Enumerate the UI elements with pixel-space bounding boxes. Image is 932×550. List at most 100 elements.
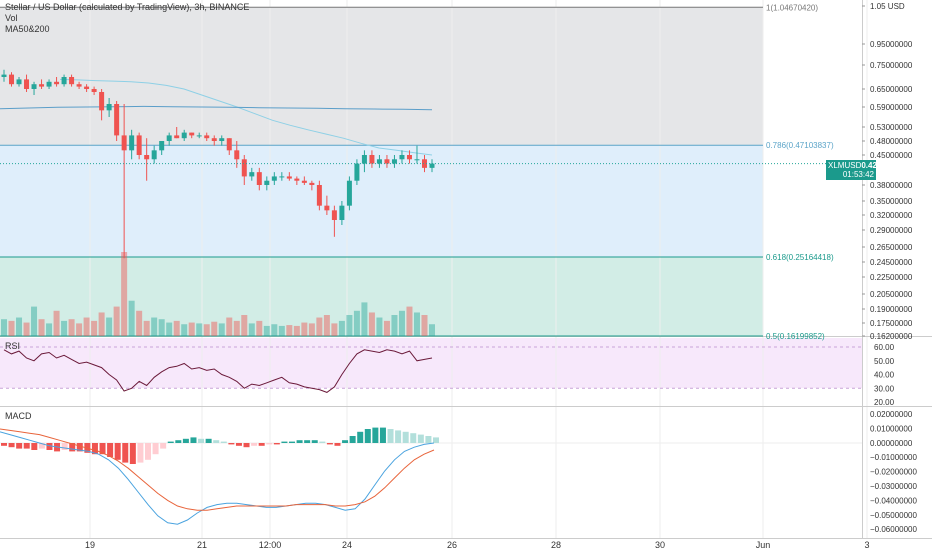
candle <box>421 155 427 173</box>
price-axis-label: 0.95000000 <box>870 40 913 49</box>
candle-body <box>399 155 405 160</box>
macd-histogram-bar <box>137 443 144 463</box>
volume-bar <box>256 320 263 336</box>
candle-body <box>414 159 420 161</box>
candle <box>121 104 127 259</box>
candle <box>324 195 330 215</box>
price-axis[interactable]: 1.05 USD 0.95000000 0.75000000 0.65000000 0.… <box>862 2 917 534</box>
volume-bar <box>368 312 375 336</box>
ma200-line <box>0 105 433 111</box>
volume-bar <box>158 319 165 336</box>
volume-bar <box>353 310 360 336</box>
macd-histogram-bar <box>273 443 280 445</box>
candle <box>414 145 420 164</box>
candle-body <box>189 132 195 136</box>
rsi-band <box>0 338 862 388</box>
candle-body <box>129 135 135 151</box>
macd-histogram-bar <box>91 443 98 455</box>
macd-histogram-bar <box>251 443 258 446</box>
volume-bar <box>46 323 53 336</box>
volume-bar <box>211 321 218 336</box>
candle-body <box>174 135 180 139</box>
volume-bar <box>241 315 248 336</box>
candle <box>69 74 75 87</box>
macd-histogram-bar <box>235 443 242 446</box>
macd-histogram-bar <box>258 443 265 446</box>
last-price-tag: XLMUSD 0.42880259 01:53:42 <box>826 160 904 180</box>
candle <box>76 81 82 89</box>
macd-histogram-bar <box>311 440 318 443</box>
time-axis[interactable]: 19 21 12:00 24 26 28 30 Jun 3 <box>85 540 870 550</box>
candle-body <box>121 135 127 151</box>
candle-body <box>144 155 150 160</box>
macd-histogram-bar <box>69 443 76 452</box>
macd-histogram-bar <box>326 443 333 445</box>
candle <box>189 132 195 139</box>
volume-bar <box>383 320 390 336</box>
candle-body <box>421 159 427 168</box>
volume-bar <box>53 310 60 336</box>
macd-histogram-bar <box>31 443 38 450</box>
macd-histogram-bar <box>160 443 167 449</box>
price-axis-label: 0.65000000 <box>870 85 913 94</box>
candle-body <box>91 89 97 92</box>
volume-bar <box>391 315 398 336</box>
volume-bar <box>233 320 240 336</box>
candle <box>256 167 262 191</box>
candle <box>271 172 277 185</box>
volume-bar <box>248 323 255 336</box>
macd-histogram-bar <box>425 436 432 443</box>
macd-axis-label: −0.02000000 <box>870 468 917 477</box>
price-axis-label: 0.48000000 <box>870 137 913 146</box>
candle-body <box>429 163 435 168</box>
candle-body <box>391 159 397 164</box>
macd-histogram-bar <box>16 443 23 449</box>
candle-body <box>114 104 120 136</box>
candle-body <box>9 74 15 85</box>
volume-bar <box>151 317 158 336</box>
macd-axis-label: 0.02000000 <box>870 410 913 419</box>
candle <box>144 138 150 181</box>
time-axis-label: 3 <box>864 540 869 550</box>
price-tag-value: 0.42880259 <box>861 161 904 170</box>
candle-body <box>361 155 367 164</box>
candle <box>316 180 322 211</box>
candle <box>226 138 232 155</box>
candle <box>219 135 225 146</box>
rsi-pane-title: RSI <box>5 341 21 351</box>
candle-body <box>1 74 7 77</box>
rsi-axis-label: 30.00 <box>874 384 895 393</box>
candle-body <box>136 135 142 155</box>
candle <box>399 150 405 164</box>
price-axis-label: 0.22500000 <box>870 273 913 282</box>
macd-histogram-bar <box>122 443 129 463</box>
candle <box>264 176 270 191</box>
macd-histogram-bar <box>175 440 182 443</box>
candle-body <box>309 182 315 185</box>
fib-zone-upper <box>0 7 763 146</box>
candle <box>54 77 60 87</box>
fib-zone-lower <box>0 257 763 336</box>
ma50-line <box>59 78 433 156</box>
price-axis-label: 0.29000000 <box>870 226 913 235</box>
candle-body <box>279 176 285 178</box>
moving-averages <box>0 78 433 156</box>
candle <box>361 150 367 173</box>
volume-bar <box>338 320 345 336</box>
macd-histogram-bar <box>107 443 114 457</box>
candle <box>249 167 255 181</box>
volume-bar <box>23 322 30 336</box>
macd-axis-label: 0.00000000 <box>870 439 913 448</box>
candle-body <box>294 178 300 181</box>
macd-axis-label: −0.05000000 <box>870 511 917 520</box>
rsi-pane <box>0 346 862 393</box>
candle-body <box>151 150 157 160</box>
volume-bar <box>113 306 120 336</box>
macd-histogram-bar <box>349 436 356 443</box>
fibonacci-retracement[interactable]: 1(1.04670420) 0.786(0.47103837) 0.618(0.25… <box>0 3 834 341</box>
price-axis-label: 0.45000000 <box>870 151 913 160</box>
macd-histogram-bar <box>190 437 197 443</box>
macd-histogram-bar <box>23 443 30 449</box>
